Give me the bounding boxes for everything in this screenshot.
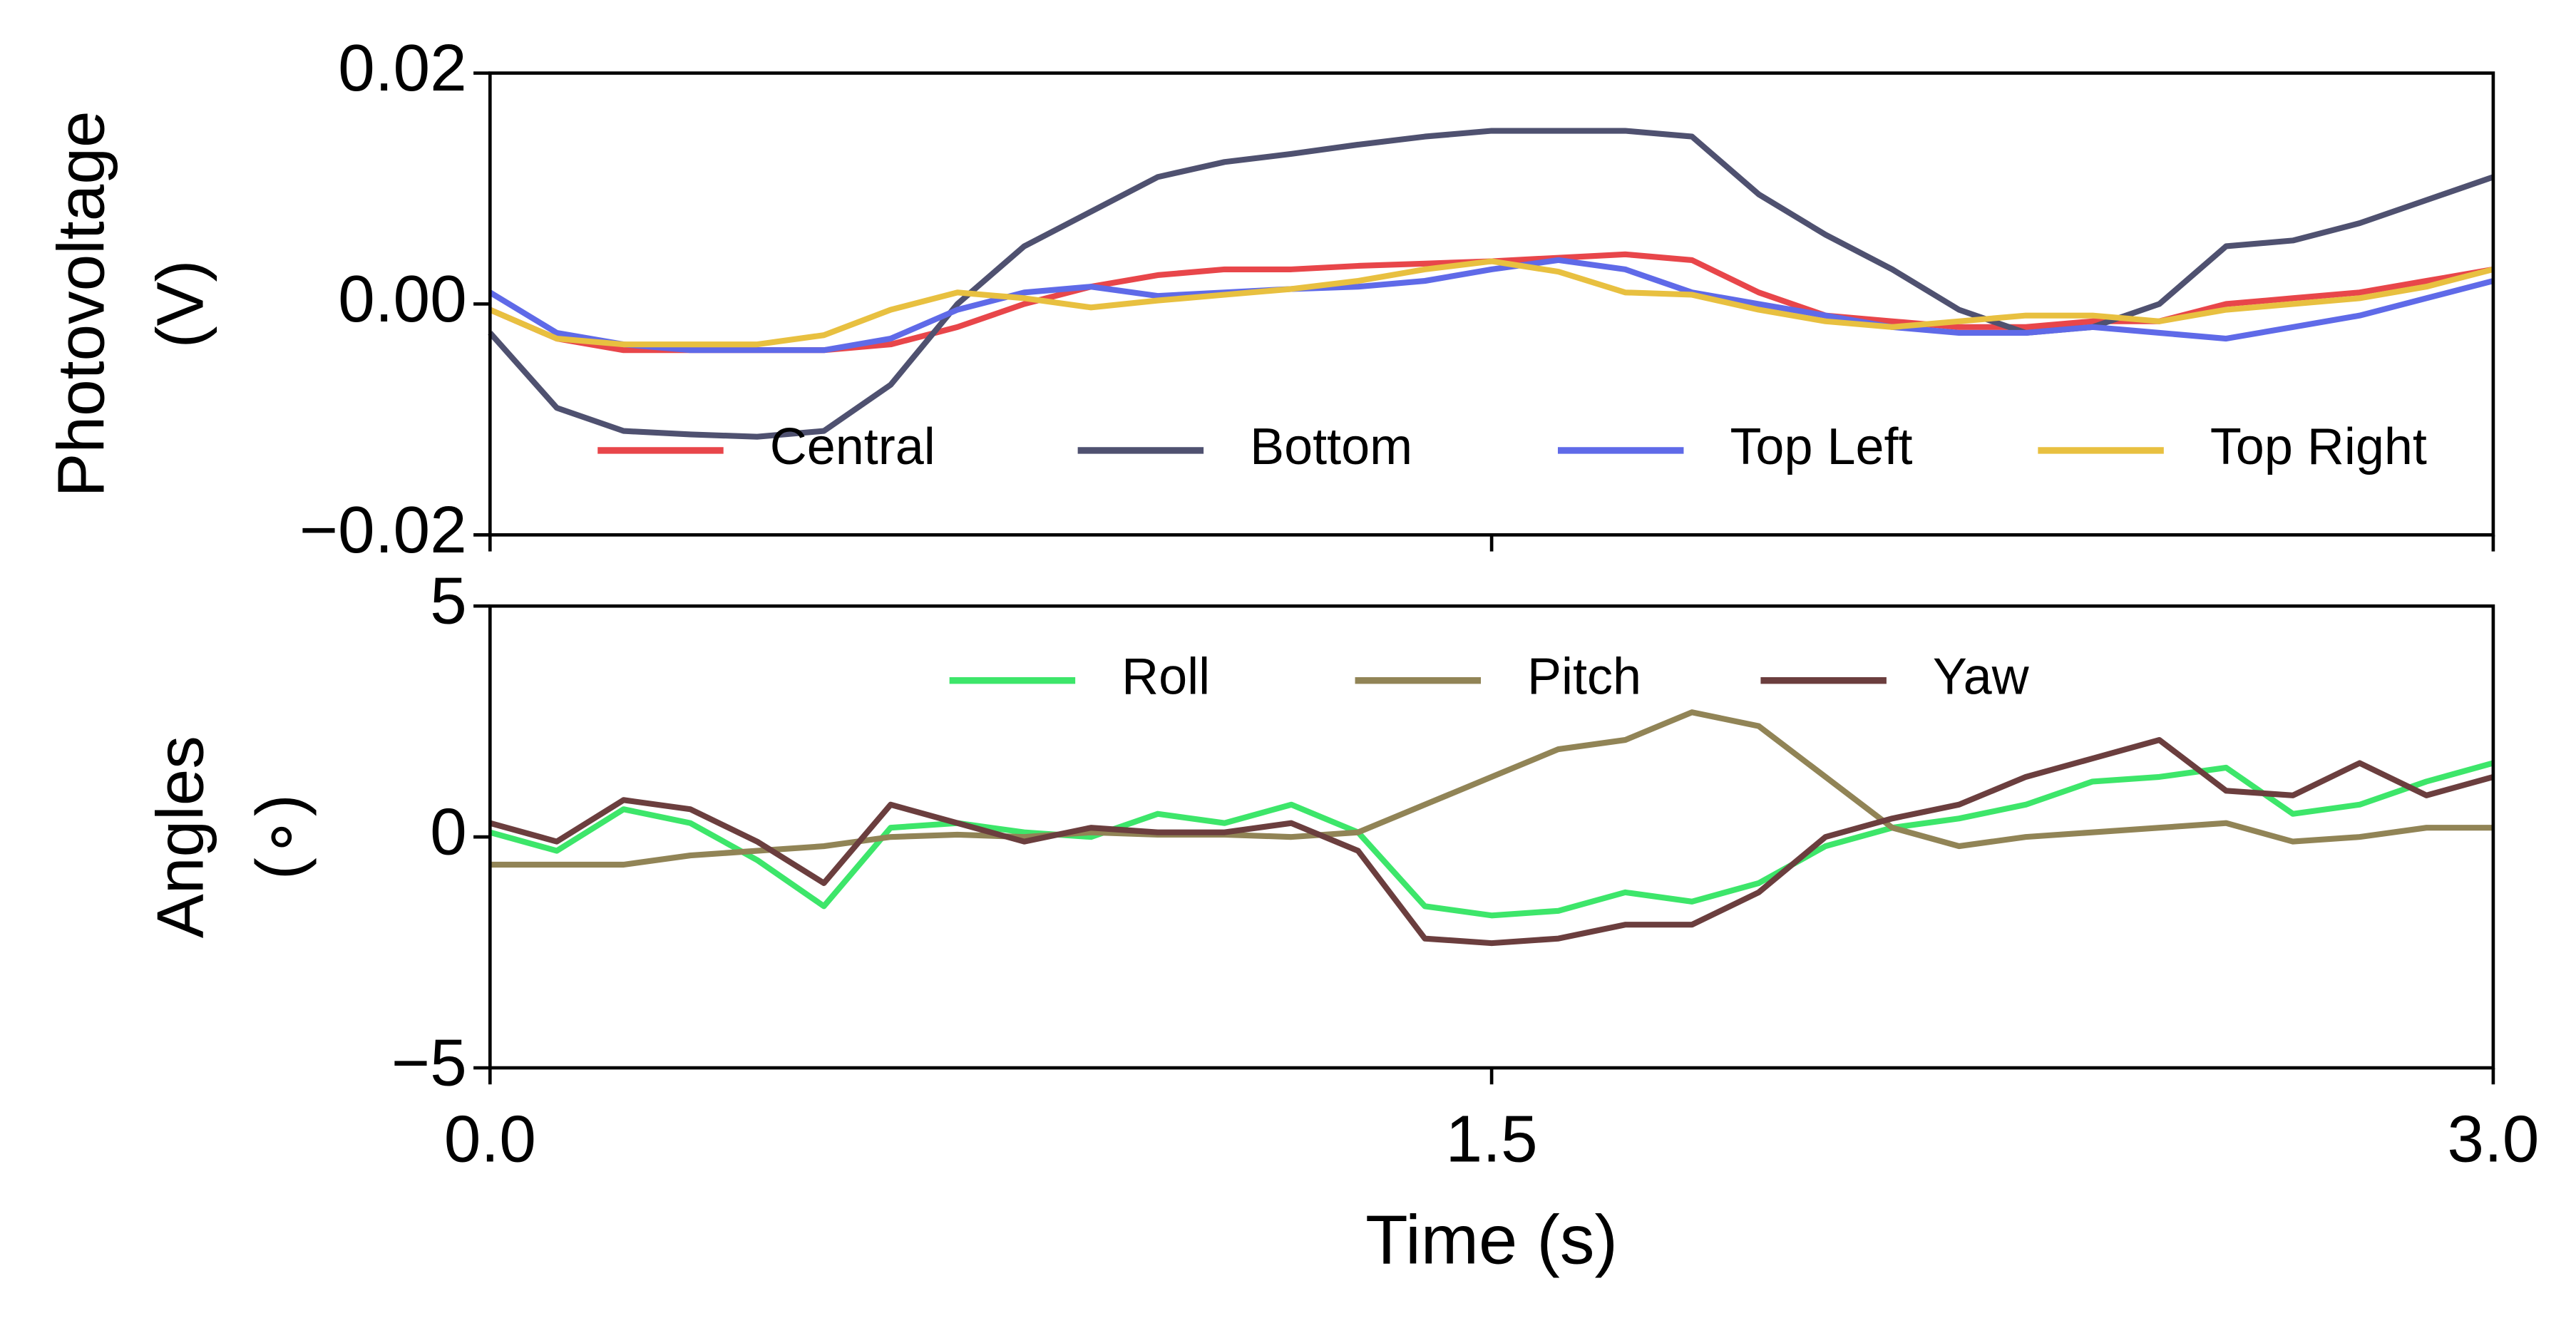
plot-frame [488, 71, 2495, 537]
legend-label: Yaw [1933, 649, 2030, 706]
y-axis-label: (∘) [242, 794, 317, 880]
y-axis-label: Angles [143, 736, 217, 938]
y-axis-label: (V) [143, 260, 217, 349]
legend-label: Pitch [1527, 649, 1641, 706]
x-tick-label: 1.5 [1446, 1101, 1538, 1175]
y-tick-label: 0.00 [338, 262, 467, 336]
legend-label: Top Right [2210, 418, 2427, 475]
plot-frame [488, 604, 2495, 1070]
series-line [488, 128, 2495, 440]
legend-label: Roll [1122, 649, 1210, 706]
y-tick-label: 0.02 [338, 31, 467, 105]
x-tick-label: 3.0 [2447, 1101, 2539, 1175]
series-line [488, 258, 2494, 348]
legend-label: Bottom [1250, 418, 1412, 475]
series-line [489, 760, 2494, 919]
x-axis-label: Time (s) [1365, 1200, 1618, 1278]
legend-label: Top Left [1730, 418, 1912, 475]
x-tick-label: 0.0 [444, 1101, 536, 1175]
series-line [488, 257, 2494, 354]
y-tick-label: −0.02 [299, 493, 467, 567]
y-tick-label: −5 [391, 1026, 467, 1100]
series-line [489, 737, 2494, 947]
y-tick-label: 5 [430, 564, 467, 638]
series-line [490, 709, 2493, 868]
legend-label: Central [770, 418, 935, 475]
y-tick-label: 0 [430, 795, 467, 869]
y-axis-label: Photovoltage [43, 110, 118, 497]
